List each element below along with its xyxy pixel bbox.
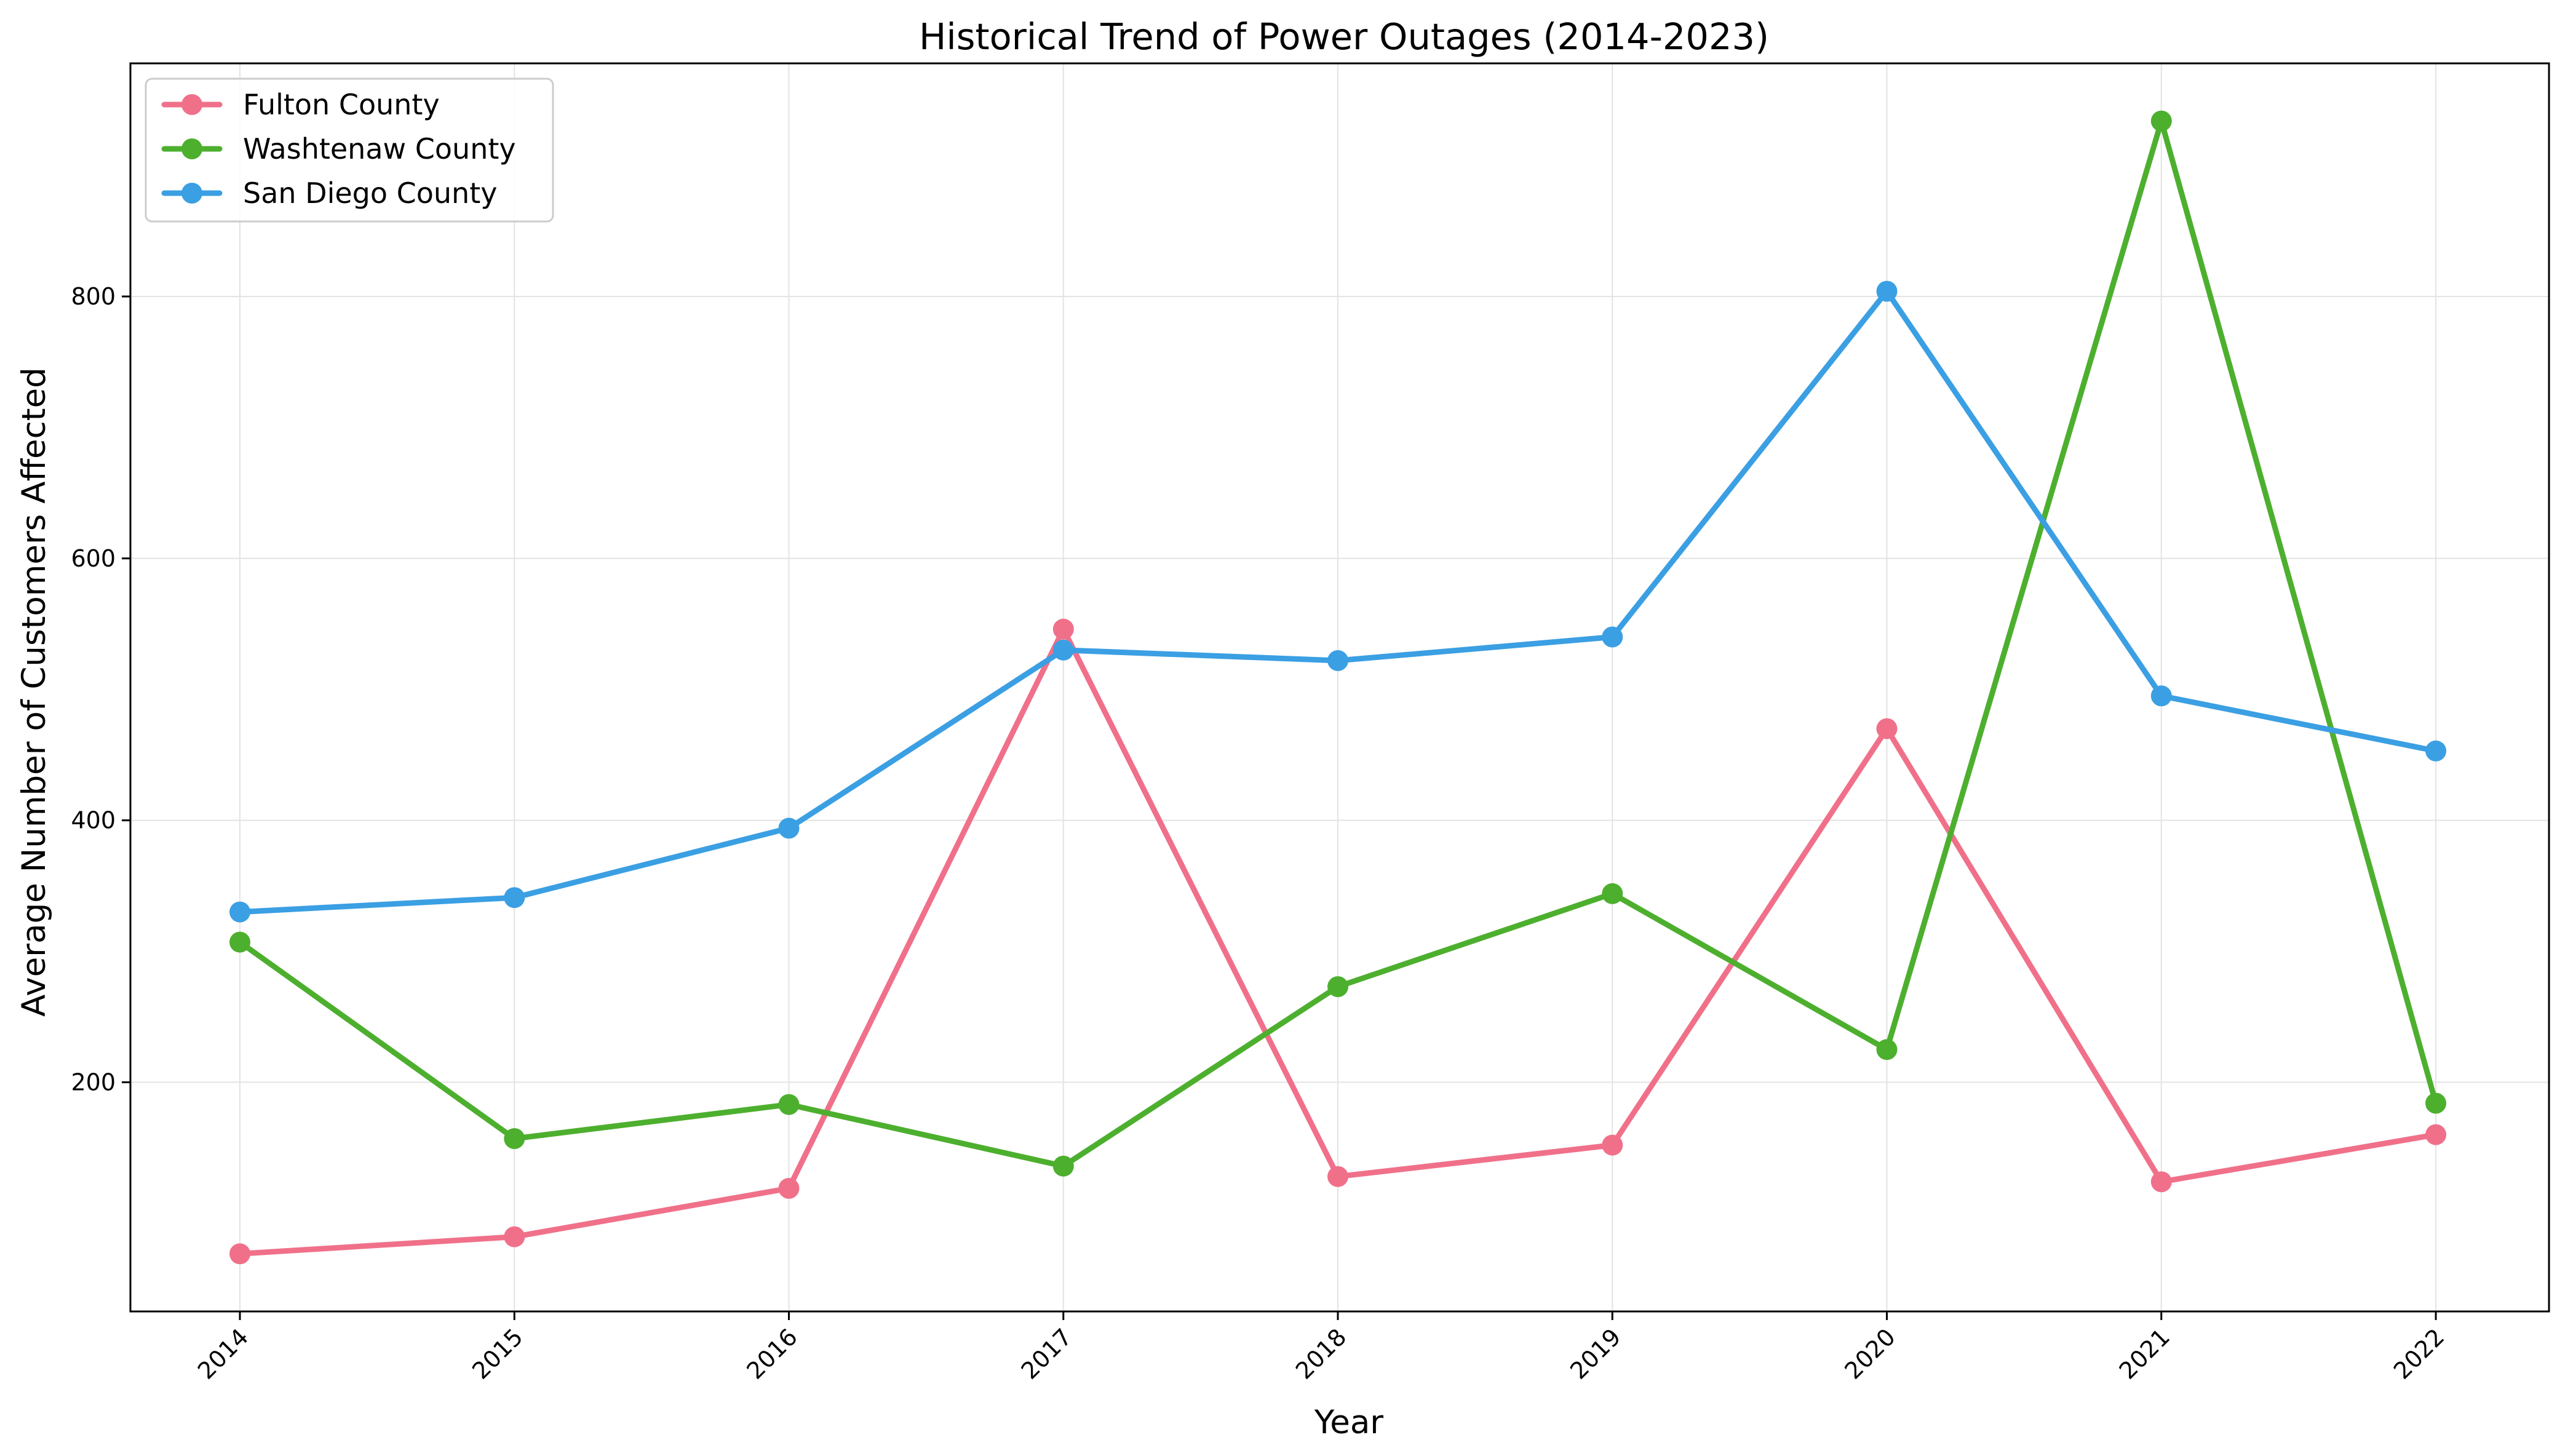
- x-axis-label: Year: [1314, 1404, 1383, 1441]
- legend-label: Washtenaw County: [243, 132, 516, 165]
- data-point-fulton-county: [2425, 1124, 2446, 1145]
- y-tick-label: 800: [71, 283, 116, 310]
- y-tick-label: 600: [71, 545, 116, 572]
- series-washtenaw-county: [229, 110, 2446, 1177]
- data-point-fulton-county: [778, 1177, 800, 1199]
- legend-box: [145, 78, 554, 223]
- data-point-washtenaw-county: [1876, 1039, 1898, 1060]
- legend-swatch-marker: [181, 138, 202, 159]
- data-point-san-diego-county: [2150, 685, 2172, 707]
- data-point-fulton-county: [1602, 1134, 1623, 1156]
- y-tick-label: 400: [71, 807, 116, 834]
- data-point-fulton-county: [1876, 718, 1898, 739]
- series-fulton-county: [229, 618, 2446, 1265]
- legend-label: San Diego County: [243, 177, 497, 210]
- data-point-washtenaw-county: [1052, 1155, 1074, 1177]
- data-point-washtenaw-county: [1327, 976, 1348, 997]
- legend: Fulton County Washtenaw County San Diego C…: [145, 78, 554, 223]
- data-point-washtenaw-county: [2425, 1092, 2446, 1114]
- series-layer: [229, 110, 2446, 1265]
- grid-lines: [130, 63, 2549, 1311]
- data-point-washtenaw-county: [2150, 110, 2172, 132]
- data-point-washtenaw-county: [1602, 883, 1623, 904]
- data-point-san-diego-county: [1327, 650, 1348, 671]
- series-san-diego-county: [229, 280, 2446, 923]
- legend-swatch-marker: [181, 183, 202, 204]
- data-point-fulton-county: [2150, 1171, 2172, 1193]
- data-point-washtenaw-county: [504, 1128, 525, 1149]
- y-tick-label: 200: [71, 1068, 116, 1096]
- data-point-fulton-county: [1052, 618, 1074, 640]
- y-axis-ticks: 200 400 600 800: [71, 283, 130, 1096]
- data-point-san-diego-county: [1052, 639, 1074, 661]
- data-point-san-diego-county: [778, 818, 800, 839]
- data-point-fulton-county: [1327, 1166, 1348, 1187]
- data-point-san-diego-county: [1602, 626, 1623, 648]
- data-point-san-diego-county: [1876, 280, 1898, 302]
- data-point-fulton-county: [229, 1243, 250, 1265]
- chart-title: Historical Trend of Power Outages (2014-…: [919, 15, 1769, 58]
- data-point-fulton-county: [504, 1226, 525, 1247]
- legend-swatch-marker: [181, 94, 202, 115]
- data-point-san-diego-county: [2425, 740, 2446, 762]
- legend-item-fulton-county: Fulton County: [161, 88, 440, 121]
- legend-label: Fulton County: [243, 88, 440, 121]
- legend-item-washtenaw-county: Washtenaw County: [161, 132, 516, 165]
- data-point-washtenaw-county: [229, 931, 250, 953]
- y-axis-label: Average Number of Customers Affected: [15, 367, 53, 1017]
- data-point-san-diego-county: [229, 901, 250, 923]
- legend-item-san-diego-county: San Diego County: [161, 177, 497, 210]
- data-point-san-diego-county: [504, 887, 525, 909]
- plot-area-frame: [129, 62, 2550, 1313]
- data-point-washtenaw-county: [778, 1094, 800, 1115]
